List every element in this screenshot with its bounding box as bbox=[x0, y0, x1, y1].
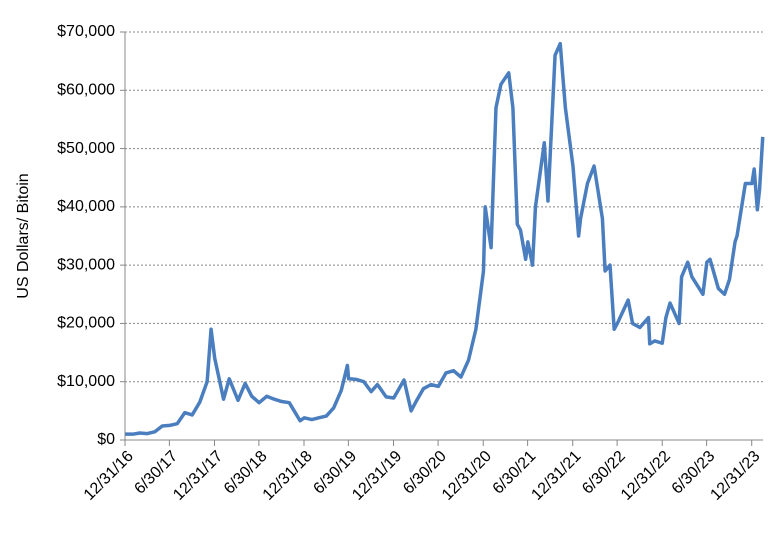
y-tick-label: $10,000 bbox=[57, 373, 115, 390]
x-tick-label: 12/31/21 bbox=[528, 448, 584, 504]
y-tick-label: $40,000 bbox=[57, 198, 115, 215]
y-tick-label: $60,000 bbox=[57, 82, 115, 99]
y-tick-label: $0 bbox=[97, 431, 115, 448]
y-tick-label: $70,000 bbox=[57, 23, 115, 40]
x-tick-label: 12/31/22 bbox=[618, 448, 674, 504]
x-tick-label: 12/31/20 bbox=[439, 448, 495, 504]
x-tick-label: 12/31/18 bbox=[260, 448, 316, 504]
price-line bbox=[125, 41, 765, 436]
y-tick-label: $50,000 bbox=[57, 140, 115, 157]
x-tick-label: 12/31/23 bbox=[707, 448, 763, 504]
y-tick-label: $30,000 bbox=[57, 256, 115, 273]
x-tick-label: 12/31/17 bbox=[170, 448, 226, 504]
x-tick-label: 12/31/19 bbox=[349, 448, 405, 504]
x-tick-label: 12/31/16 bbox=[81, 448, 137, 504]
y-axis-label: US Dollars/ Bitoin bbox=[15, 173, 32, 298]
y-tick-label: $20,000 bbox=[57, 315, 115, 332]
